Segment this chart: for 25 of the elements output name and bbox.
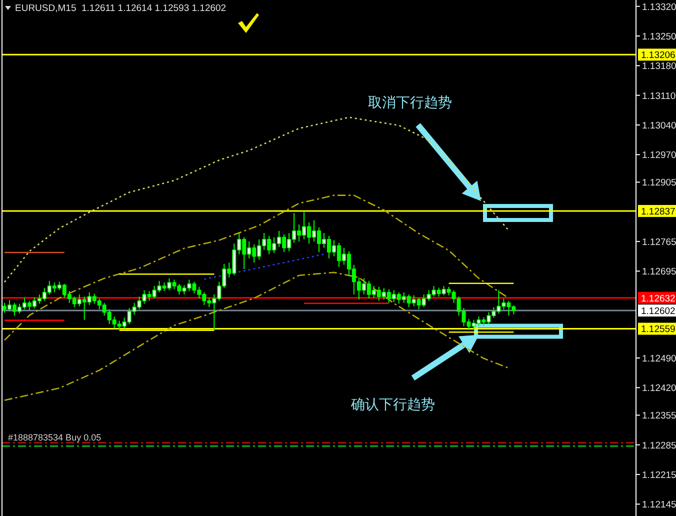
- y-tick-label: 1.12355: [642, 410, 676, 422]
- ref-line-label: 1.12559: [641, 324, 676, 336]
- chart-title: EURUSD,M15 1.12611 1.12614 1.12593 1.12602: [15, 3, 226, 14]
- y-tick-label: 1.13320: [642, 2, 676, 13]
- y-tick-label: 1.12285: [642, 440, 676, 452]
- y-tick-label: 1.12215: [642, 470, 676, 481]
- ref-line-label: 1.12632: [641, 293, 676, 304]
- y-tick-label: 1.13180: [642, 61, 676, 72]
- y-tick-label: 1.13250: [642, 32, 676, 43]
- ref-line-label: 1.12602: [641, 306, 676, 318]
- ref-line-label: #1888783534 Buy 0.05: [8, 432, 102, 443]
- line-series: [4, 116, 510, 283]
- y-tick-label: 1.13040: [642, 120, 676, 132]
- ref-line-label: 1.13206: [641, 50, 676, 62]
- y-tick-label: 1.12905: [642, 178, 676, 189]
- y-tick-label: 1.12490: [642, 353, 676, 364]
- y-tick-label: 1.12970: [642, 150, 676, 162]
- y-tick-label: 1.12420: [642, 383, 676, 394]
- ref-line-label: 1.12837: [641, 206, 676, 218]
- y-tick-label: 1.12695: [642, 266, 676, 278]
- y-tick-label: 1.12145: [642, 500, 676, 511]
- y-tick-label: 1.13110: [642, 90, 676, 102]
- y-tick-label: 1.12765: [642, 236, 676, 248]
- annotation: 取消下行趋势: [368, 94, 452, 110]
- annotation: 确认下行趋势: [350, 396, 435, 412]
